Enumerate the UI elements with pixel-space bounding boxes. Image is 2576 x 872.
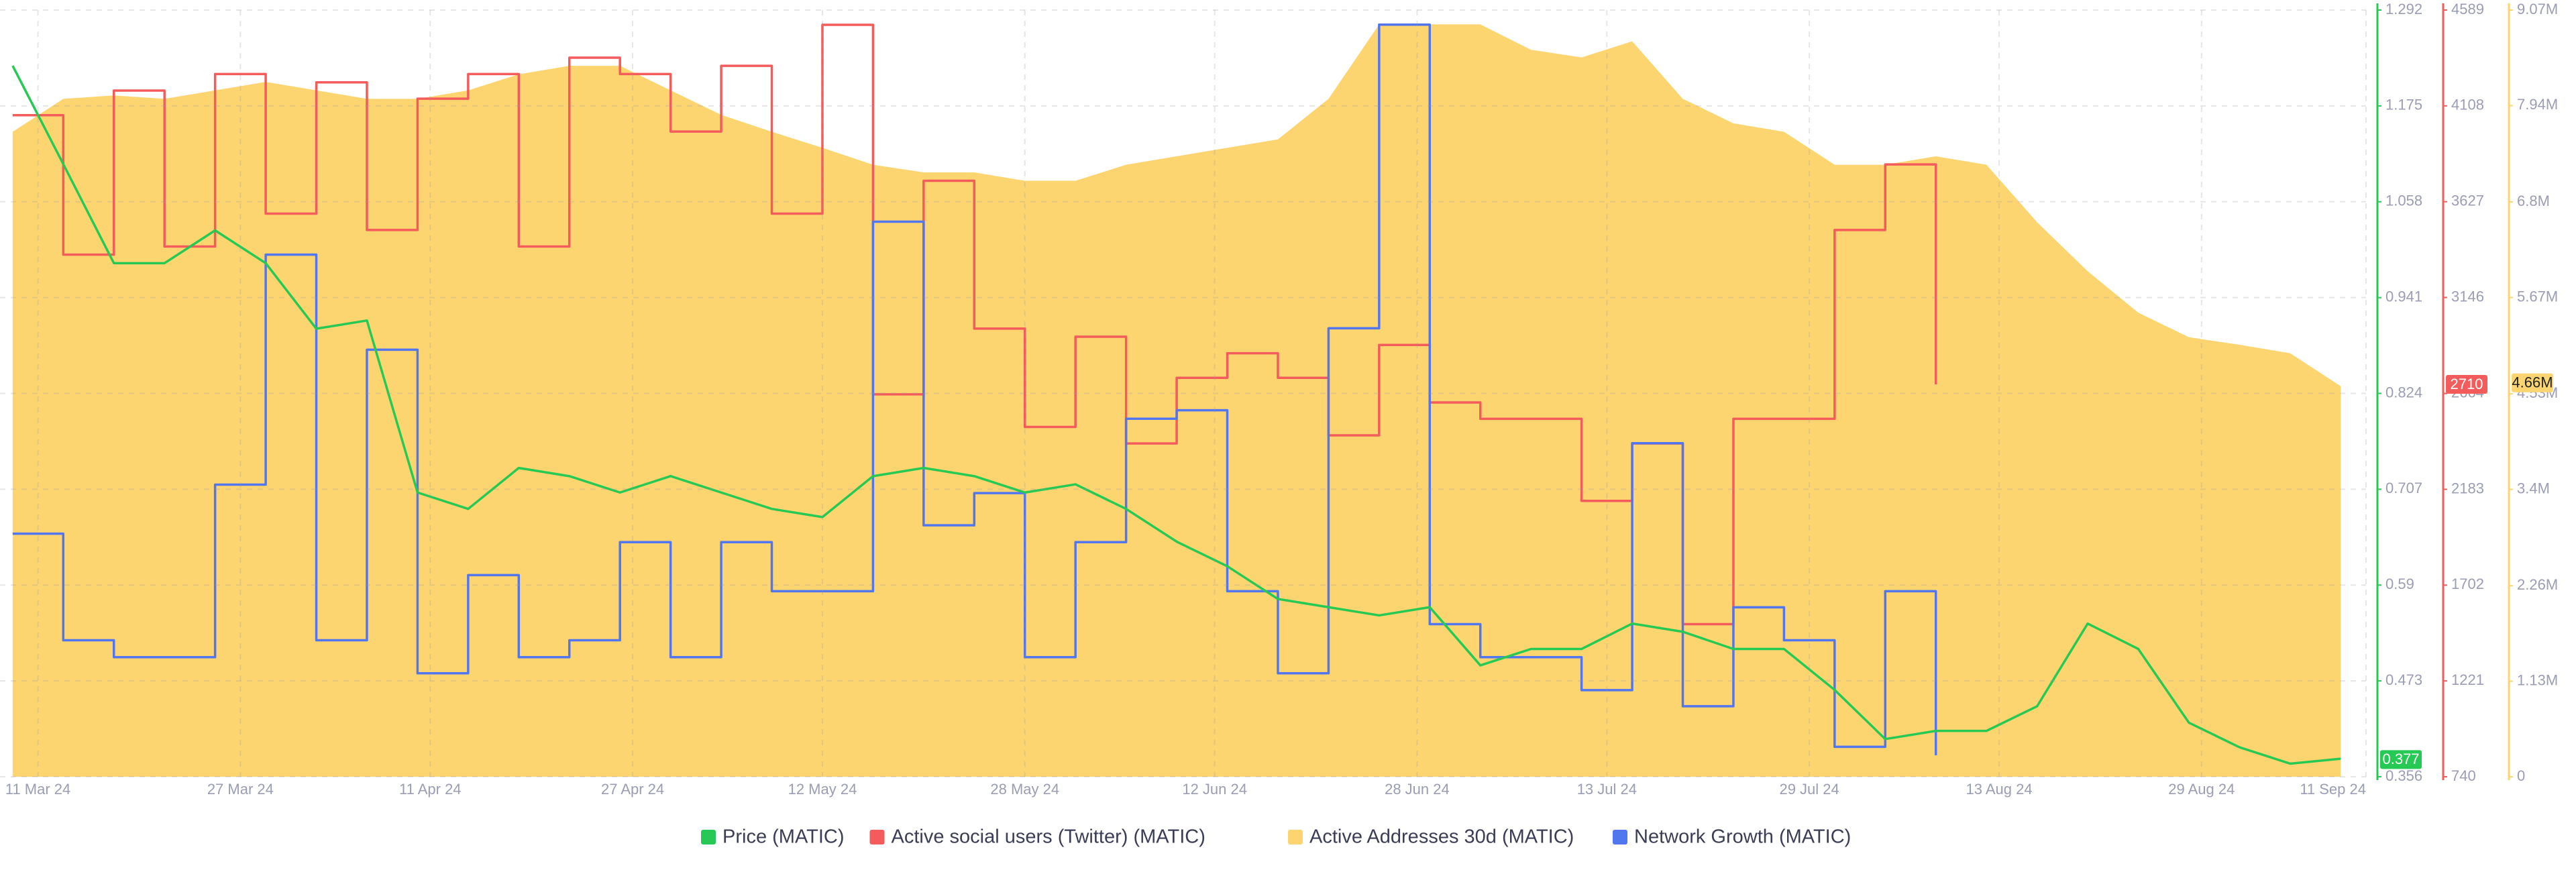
x-tick-label: 12 May 24 bbox=[788, 781, 857, 798]
x-tick-label: 11 Apr 24 bbox=[399, 781, 462, 798]
y-tick-label: 5.67M bbox=[2517, 288, 2558, 305]
y-tick-label: 740 bbox=[2451, 767, 2476, 784]
y-tick-label: 6.8M bbox=[2517, 193, 2550, 209]
y-tick-label: 1702 bbox=[2451, 576, 2484, 592]
current-value-label: 4.66M bbox=[2512, 374, 2553, 391]
x-tick-label: 13 Aug 24 bbox=[1966, 781, 2032, 798]
y-tick-label: 0.824 bbox=[2385, 384, 2422, 400]
y-tick-label: 7.94M bbox=[2517, 96, 2558, 113]
y-tick-label: 1221 bbox=[2451, 671, 2484, 688]
y-tick-label: 3.4M bbox=[2517, 480, 2550, 496]
line bbox=[12, 23, 1937, 755]
x-tick-label: 28 May 24 bbox=[990, 781, 1059, 798]
y-tick-label: 3627 bbox=[2451, 192, 2484, 209]
x-tick-label: 29 Aug 24 bbox=[2168, 781, 2235, 798]
y-tick-label: 1.292 bbox=[2385, 1, 2422, 17]
current-value-badge bbox=[2446, 374, 2487, 394]
legend-swatch bbox=[869, 830, 885, 844]
y-tick-label: 3146 bbox=[2451, 288, 2484, 305]
current-value-label: 2710 bbox=[2451, 376, 2483, 392]
y-tick-label: 1.13M bbox=[2517, 671, 2558, 688]
legend-swatch bbox=[1613, 830, 1627, 844]
legend-label: Price (MATIC) bbox=[722, 826, 845, 848]
x-tick-label: 29 Jul 24 bbox=[1779, 781, 1839, 798]
y-tick-label: 0 bbox=[2517, 767, 2525, 784]
x-tick-label: 27 Mar 24 bbox=[207, 781, 274, 798]
x-tick-label: 27 Apr 24 bbox=[601, 781, 664, 798]
y-tick-label: 1.175 bbox=[2385, 97, 2422, 113]
y-tick-label: 0.941 bbox=[2385, 288, 2422, 305]
x-tick-label: 12 Jun 24 bbox=[1182, 781, 1247, 798]
y-tick-label: 2183 bbox=[2451, 480, 2484, 496]
x-tick-label: 13 Jul 24 bbox=[1577, 781, 1637, 798]
line bbox=[12, 23, 1937, 626]
legend-label: Active social users (Twitter) (MATIC) bbox=[892, 826, 1205, 848]
y-tick-label: 2.26M bbox=[2517, 576, 2558, 593]
current-value-badge bbox=[2512, 373, 2553, 392]
line bbox=[11, 65, 2341, 765]
y-tick-label: 4108 bbox=[2451, 97, 2484, 113]
y-tick-label: 0.473 bbox=[2385, 671, 2422, 688]
y-tick-label: 4589 bbox=[2451, 1, 2484, 17]
y-tick-label: 0.59 bbox=[2385, 576, 2414, 592]
current-value-label: 0.377 bbox=[2382, 751, 2419, 767]
y-tick-label: 9.07M bbox=[2517, 1, 2558, 17]
legend-swatch bbox=[701, 830, 716, 844]
x-tick-label: 11 Sep 24 bbox=[2300, 781, 2366, 798]
y-tick-label: 0.707 bbox=[2385, 480, 2422, 496]
x-tick-label: 11 Mar 24 bbox=[5, 781, 70, 798]
legend-label: Active Addresses 30d (MATIC) bbox=[1309, 826, 1574, 848]
current-value-badge bbox=[2380, 750, 2422, 769]
x-tick-label: 28 Jun 24 bbox=[1385, 781, 1450, 798]
y-tick-label: 1.058 bbox=[2385, 193, 2422, 209]
legend-label: Network Growth (MATIC) bbox=[1634, 826, 1851, 848]
legend-swatch bbox=[1288, 830, 1303, 844]
y-tick-label: 0.356 bbox=[2385, 767, 2422, 784]
